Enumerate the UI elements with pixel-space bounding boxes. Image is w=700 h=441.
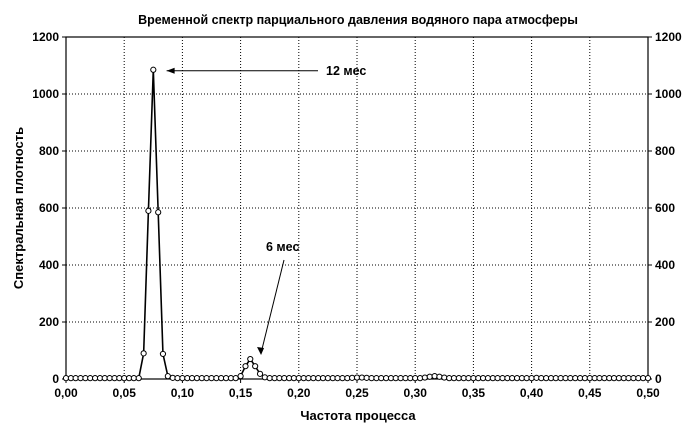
data-point bbox=[421, 374, 428, 381]
annotations: 12 мес 6 мес bbox=[166, 64, 366, 356]
y-tick-label: 0 bbox=[52, 372, 59, 386]
y-tick-label: 1200 bbox=[32, 30, 59, 44]
data-point bbox=[436, 373, 443, 380]
data-point bbox=[135, 375, 142, 382]
y-right-tick-label: 1200 bbox=[655, 30, 682, 44]
x-tick-label: 0,35 bbox=[462, 386, 486, 400]
data-point bbox=[256, 370, 264, 377]
x-tick-label: 0,45 bbox=[578, 386, 602, 400]
series-layer bbox=[62, 66, 652, 382]
y-axis-label: Спектральная плотность bbox=[11, 127, 26, 289]
data-point bbox=[242, 363, 249, 370]
y-tick-label: 400 bbox=[39, 258, 59, 272]
x-tick-label: 0,15 bbox=[229, 386, 253, 400]
data-point bbox=[140, 350, 147, 357]
x-tick-label: 0,05 bbox=[113, 386, 137, 400]
axis-ticks: 0,00 0,05 0,10 0,15 0,20 0,25 0,30 0,35 0,40 0,45… bbox=[32, 30, 682, 400]
data-point bbox=[237, 373, 244, 380]
data-point bbox=[441, 374, 448, 381]
data-point bbox=[159, 350, 167, 358]
annotation-arrow-6 bbox=[260, 259, 285, 354]
data-point bbox=[155, 209, 162, 216]
data-point bbox=[252, 363, 259, 370]
x-tick-label: 0,10 bbox=[171, 386, 195, 400]
annotation-arrowhead-6 bbox=[257, 347, 265, 356]
chart-title: Временной спектр парциального давления в… bbox=[138, 13, 578, 27]
data-point bbox=[644, 375, 652, 382]
y-tick-label: 600 bbox=[39, 201, 59, 215]
y-right-tick-label: 400 bbox=[655, 258, 675, 272]
y-right-tick-label: 1000 bbox=[655, 87, 682, 101]
grid bbox=[66, 37, 648, 379]
y-right-tick-label: 0 bbox=[655, 372, 662, 386]
x-tick-label: 0,30 bbox=[404, 386, 428, 400]
y-right-tick-label: 800 bbox=[655, 144, 675, 158]
y-tick-label: 800 bbox=[39, 144, 59, 158]
data-point bbox=[145, 207, 152, 214]
x-tick-label: 0,25 bbox=[345, 386, 369, 400]
x-tick-label: 0,00 bbox=[54, 386, 78, 400]
x-tick-label: 0,20 bbox=[287, 386, 311, 400]
y-right-tick-label: 200 bbox=[655, 315, 675, 329]
x-tick-label: 0,50 bbox=[636, 386, 660, 400]
y-right-tick-label: 600 bbox=[655, 201, 675, 215]
x-axis-label: Частота процесса bbox=[300, 408, 416, 423]
annotation-arrowhead-12 bbox=[166, 67, 175, 74]
data-point bbox=[261, 374, 268, 381]
annotation-12-mes: 12 мес bbox=[326, 64, 366, 78]
data-point bbox=[426, 373, 433, 380]
annotation-6-mes: 6 мес bbox=[266, 240, 299, 254]
data-point bbox=[247, 355, 254, 363]
y-tick-label: 1000 bbox=[32, 87, 59, 101]
x-tick-label: 0,40 bbox=[520, 386, 544, 400]
y-tick-label: 200 bbox=[39, 315, 59, 329]
data-point bbox=[150, 66, 157, 73]
